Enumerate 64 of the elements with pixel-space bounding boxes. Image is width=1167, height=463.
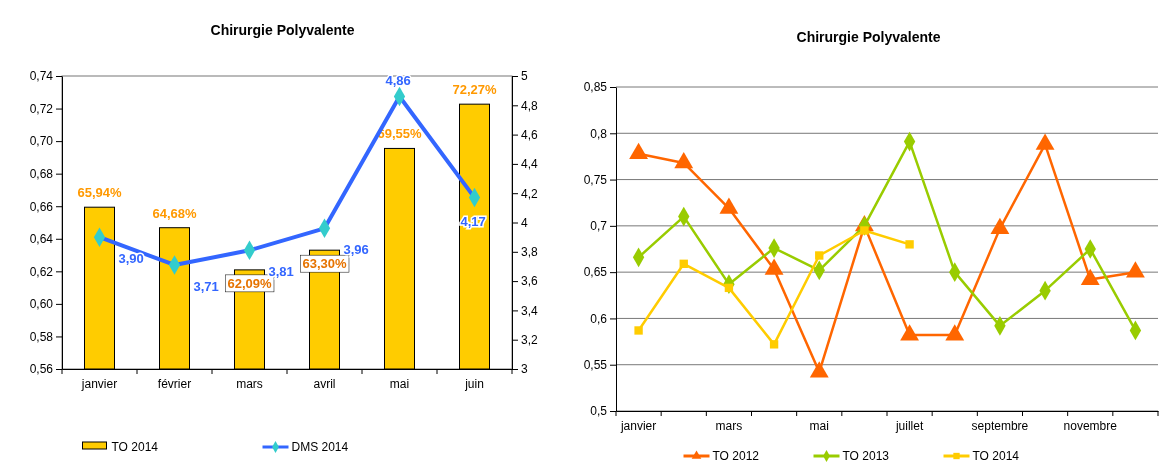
y-tick-label: 0,66	[29, 199, 54, 214]
y-tick-label: 0,5	[590, 404, 608, 419]
x-tick-label: mai	[389, 376, 410, 391]
y2-tick-label: 4,2	[521, 186, 539, 201]
y-tick-label: 0,72	[29, 101, 54, 116]
y2-tick-label: 3,4	[521, 303, 539, 318]
data-label: 65,94%	[77, 185, 122, 201]
data-label: 4,17	[460, 213, 486, 229]
y2-tick-label: 3,8	[521, 245, 539, 260]
legend-label: TO 2014	[972, 449, 1020, 463]
data-label: 72,27%	[452, 82, 497, 98]
y-tick-label: 0,6	[590, 311, 608, 326]
y-tick-label: 0,65	[583, 265, 608, 280]
y2-tick-label: 4,6	[521, 127, 539, 142]
data-label: 3,96	[343, 242, 369, 258]
y-tick-label: 0,60	[29, 297, 54, 312]
y2-tick-label: 3,2	[521, 333, 539, 348]
data-label: 63,30%	[302, 256, 347, 272]
point	[905, 240, 914, 249]
x-tick-label: juin	[464, 376, 484, 391]
point	[815, 251, 824, 260]
legend-label: TO 2013	[842, 449, 890, 463]
y-tick-label: 0,68	[29, 167, 54, 182]
y-tick-label: 0,70	[29, 134, 54, 149]
data-label: 3,90	[118, 251, 144, 267]
point	[634, 326, 643, 335]
x-tick-label: novembre	[1063, 418, 1118, 433]
x-tick-label: septembre	[971, 418, 1029, 433]
point	[674, 152, 694, 169]
x-tick-label: janvier	[80, 376, 118, 391]
x-tick-label: mars	[236, 376, 263, 391]
data-label: 64,68%	[152, 205, 197, 221]
y-tick-label: 0,56	[29, 362, 54, 377]
y2-tick-label: 4,4	[521, 157, 539, 172]
y-tick-label: 0,58	[29, 329, 54, 344]
y-tick-label: 0,7	[590, 219, 608, 234]
chart-title: Chirurgie Polyvalente	[210, 22, 355, 38]
y-tick-label: 0,55	[583, 358, 608, 373]
data-label: 62,09%	[227, 275, 272, 291]
y-tick-label: 0,75	[583, 172, 608, 187]
y-tick-label: 0,8	[590, 126, 608, 141]
y2-tick-label: 3,6	[521, 274, 539, 289]
x-tick-label: janvier	[619, 418, 657, 433]
y2-tick-label: 4	[521, 215, 528, 230]
x-tick-label: avril	[313, 376, 336, 391]
point	[679, 259, 688, 268]
y2-tick-label: 4,8	[521, 98, 539, 113]
y2-tick-label: 5	[521, 69, 528, 84]
legend-label: TO 2012	[712, 449, 760, 463]
data-label: 3,71	[193, 278, 219, 294]
x-tick-label: juillet	[894, 418, 924, 433]
legend-label: TO 2014	[111, 440, 159, 454]
point	[769, 340, 779, 349]
x-tick-label: février	[157, 376, 192, 391]
y-tick-label: 0,62	[29, 264, 54, 279]
y2-tick-label: 3	[521, 362, 528, 377]
data-label: 4,86	[385, 72, 411, 88]
chart-title: Chirurgie Polyvalente	[796, 29, 941, 45]
x-tick-label: mars	[715, 418, 743, 433]
y-tick-label: 0,74	[29, 69, 54, 84]
y-tick-label: 0,85	[583, 80, 608, 95]
x-tick-label: mai	[809, 418, 829, 433]
y-tick-label: 0,64	[29, 232, 54, 247]
legend-label: DMS 2014	[291, 440, 349, 454]
